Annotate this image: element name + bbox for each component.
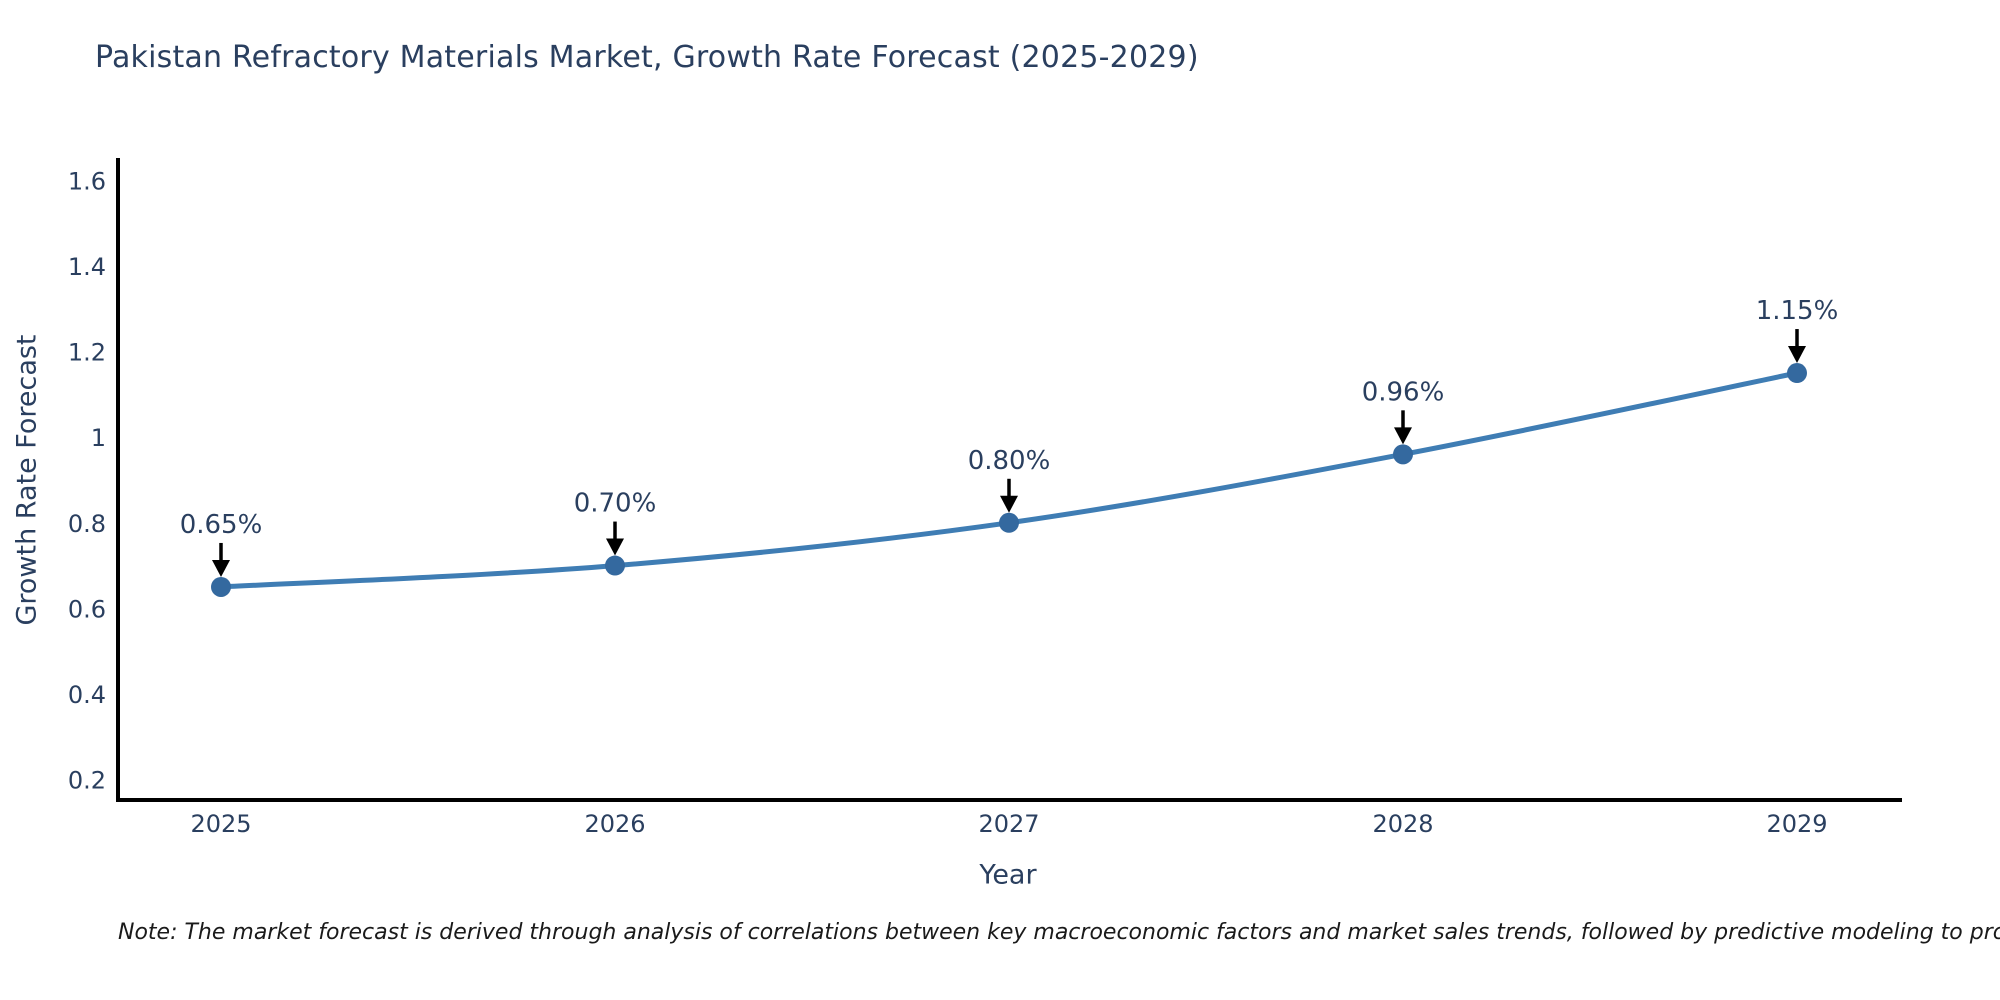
x-tick-label: 2027: [978, 810, 1039, 838]
annotation-arrowhead: [1000, 495, 1018, 513]
footnote: Note: The market forecast is derived thr…: [118, 920, 2000, 945]
y-tick-label: 1.4: [68, 253, 106, 281]
y-tick-label: 1: [91, 424, 106, 452]
x-axis-title: Year: [979, 859, 1037, 891]
x-tick-label: 2029: [1766, 810, 1827, 838]
data-point-marker: [211, 576, 231, 597]
x-tick-label: 2028: [1372, 810, 1433, 838]
point-value-label: 0.65%: [180, 510, 263, 540]
y-tick-label: 0.6: [68, 595, 106, 623]
data-point-marker: [999, 512, 1019, 533]
point-value-label: 1.15%: [1756, 296, 1839, 326]
data-point-marker: [605, 555, 625, 576]
chart-title: Pakistan Refractory Materials Market, Gr…: [95, 40, 1199, 75]
x-tick-label: 2025: [190, 810, 251, 838]
series-layer: [211, 363, 1807, 597]
y-tick-label: 0.2: [68, 766, 106, 794]
y-tick-label: 1.2: [68, 339, 106, 367]
axis-spines: [116, 158, 1902, 802]
data-point-marker: [1787, 363, 1807, 384]
annotations-layer: 0.65% 0.70% 0.80% 0.96% 1.15%: [180, 296, 1839, 577]
axes-layer: 0.2 0.4 0.6 0.8 1 1.2 1.4 1.6 2025 2026 2027 2028 20…: [68, 158, 1902, 838]
y-tick-label: 0.8: [68, 510, 106, 538]
y-tick-label: 0.4: [68, 681, 106, 709]
annotation-arrowhead: [606, 538, 624, 556]
annotation-arrowhead: [1394, 427, 1412, 445]
annotation-arrowhead: [212, 559, 230, 577]
y-tick-label: 1.6: [68, 168, 106, 196]
annotation-arrowhead: [1788, 346, 1806, 364]
point-value-label: 0.80%: [968, 446, 1051, 476]
x-tick-label: 2026: [584, 810, 645, 838]
point-value-label: 0.96%: [1362, 377, 1445, 407]
point-value-label: 0.70%: [574, 489, 657, 519]
data-point-marker: [1393, 444, 1413, 465]
y-axis-title: Growth Rate Forecast: [11, 334, 43, 626]
